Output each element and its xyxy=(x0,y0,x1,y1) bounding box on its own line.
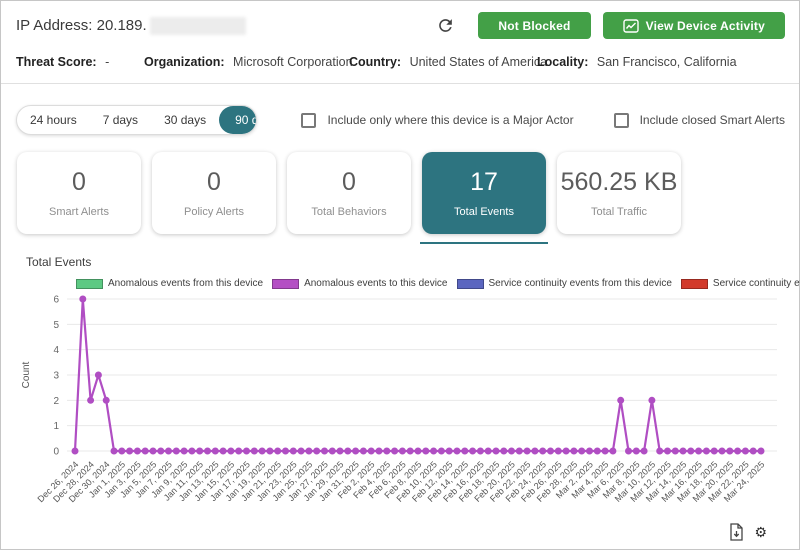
activity-chart-icon xyxy=(623,19,639,33)
locality-value: San Francisco, California xyxy=(597,55,737,69)
policy-alerts-value: 0 xyxy=(207,168,221,197)
ip-address-text: IP Address: 20.189. xyxy=(16,17,147,34)
chart-title: Total Events xyxy=(26,255,799,269)
locality: Locality: San Francisco, California xyxy=(537,55,737,69)
threat-score-value: - xyxy=(105,55,109,69)
legend-swatch-service-from xyxy=(457,279,484,289)
range-30-days-button[interactable]: 30 days xyxy=(151,106,219,134)
legend-item-service-to: Service continuity events to this device xyxy=(681,278,800,289)
smart-alerts-value: 0 xyxy=(72,168,86,197)
total-events-label: Total Events xyxy=(454,206,514,218)
country-value: United States of America xyxy=(410,55,548,69)
legend-swatch-anomalous-from xyxy=(76,279,103,289)
chart-toolbar: ⚙ xyxy=(729,523,767,541)
policy-alerts-card[interactable]: 0 Policy Alerts xyxy=(152,152,276,234)
total-behaviors-label: Total Behaviors xyxy=(311,206,386,218)
svg-text:4: 4 xyxy=(53,345,59,356)
header-bar: IP Address: 20.189. Not Blocked View Dev… xyxy=(1,1,799,43)
not-blocked-label: Not Blocked xyxy=(498,19,570,33)
legend-item-anomalous-from: Anomalous events from this device xyxy=(76,278,263,289)
organization-value: Microsoft Corporation xyxy=(233,55,353,69)
total-behaviors-value: 0 xyxy=(342,168,356,197)
major-actor-checkbox-label: Include only where this device is a Majo… xyxy=(327,113,573,127)
country-label: Country: xyxy=(349,55,401,69)
closed-alerts-checkbox[interactable] xyxy=(614,113,629,128)
svg-text:1: 1 xyxy=(53,421,59,432)
chart-wrap: 0123456CountDec 26, 2024Dec 28, 2024Dec … xyxy=(15,289,789,526)
organization: Organization: Microsoft Corporation xyxy=(144,55,349,69)
closed-alerts-filter: Include closed Smart Alerts xyxy=(614,113,785,128)
legend-swatch-anomalous-to xyxy=(272,279,299,289)
legend-item-service-from: Service continuity events from this devi… xyxy=(457,278,672,289)
range-24-hours-button[interactable]: 24 hours xyxy=(17,106,90,134)
export-report-glyph xyxy=(729,523,744,541)
total-traffic-card[interactable]: 560.25 KB Total Traffic xyxy=(557,152,681,234)
page-title: IP Address: 20.189. xyxy=(16,17,246,35)
svg-text:2: 2 xyxy=(53,396,59,407)
refresh-icon-glyph xyxy=(436,16,455,35)
svg-text:5: 5 xyxy=(53,320,59,331)
total-traffic-value: 560.25 KB xyxy=(561,168,678,197)
svg-text:Count: Count xyxy=(21,361,32,388)
locality-label: Locality: xyxy=(537,55,588,69)
refresh-icon[interactable] xyxy=(434,15,456,37)
view-device-activity-label: View Device Activity xyxy=(646,19,765,33)
policy-alerts-label: Policy Alerts xyxy=(184,206,244,218)
range-90-days-button[interactable]: 90 days xyxy=(219,106,257,134)
closed-alerts-checkbox-label: Include closed Smart Alerts xyxy=(640,113,785,127)
country: Country: United States of America xyxy=(349,55,537,69)
ip-redacted-blur xyxy=(150,17,246,35)
legend-item-anomalous-to: Anomalous events to this device xyxy=(272,278,447,289)
smart-alerts-label: Smart Alerts xyxy=(49,206,109,218)
major-actor-filter: Include only where this device is a Majo… xyxy=(301,113,573,128)
time-range-selector: 24 hours 7 days 30 days 90 days xyxy=(16,105,257,135)
legend-swatch-service-to xyxy=(681,279,708,289)
events-chart-canvas: 0123456CountDec 26, 2024Dec 28, 2024Dec … xyxy=(15,289,791,521)
filter-controls-row: 24 hours 7 days 30 days 90 days Include … xyxy=(16,105,785,135)
organization-label: Organization: xyxy=(144,55,225,69)
export-report-icon[interactable] xyxy=(729,523,744,541)
threat-score-label: Threat Score: xyxy=(16,55,97,69)
major-actor-checkbox[interactable] xyxy=(301,113,316,128)
chart-legend: Anomalous events from this device Anomal… xyxy=(76,278,799,289)
total-events-value: 17 xyxy=(470,168,498,197)
threat-score: Threat Score: - xyxy=(16,55,144,69)
header-actions: Not Blocked View Device Activity xyxy=(434,12,785,39)
svg-text:6: 6 xyxy=(53,295,59,306)
ip-info-row: Threat Score: - Organization: Microsoft … xyxy=(1,43,799,84)
total-behaviors-card[interactable]: 0 Total Behaviors xyxy=(287,152,411,234)
stat-cards-row: 0 Smart Alerts 0 Policy Alerts 0 Total B… xyxy=(17,152,785,234)
total-events-chart-section: Total Events Anomalous events from this … xyxy=(1,255,799,526)
settings-gear-icon[interactable]: ⚙ xyxy=(754,525,767,539)
total-traffic-label: Total Traffic xyxy=(591,206,647,218)
smart-alerts-card[interactable]: 0 Smart Alerts xyxy=(17,152,141,234)
view-device-activity-button[interactable]: View Device Activity xyxy=(603,12,785,39)
total-events-card[interactable]: 17 Total Events xyxy=(422,152,546,234)
svg-text:3: 3 xyxy=(53,371,59,382)
not-blocked-button[interactable]: Not Blocked xyxy=(478,12,590,39)
range-7-days-button[interactable]: 7 days xyxy=(90,106,151,134)
svg-text:0: 0 xyxy=(53,447,59,458)
